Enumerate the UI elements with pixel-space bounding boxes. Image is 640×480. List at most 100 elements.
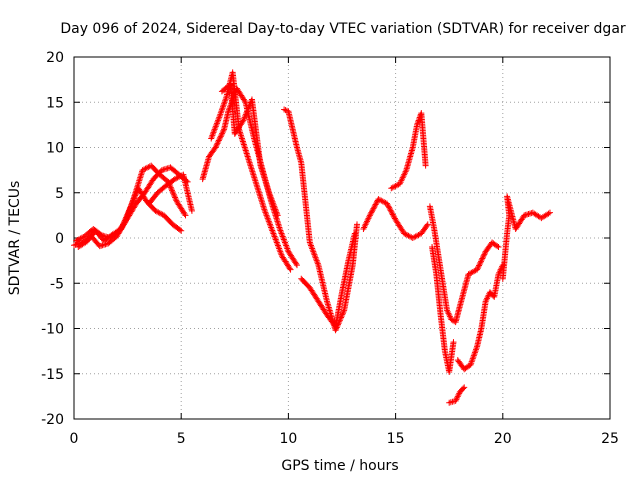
data-point: [129, 198, 136, 205]
data-point: [178, 227, 185, 234]
data-point: [390, 212, 397, 219]
series-trace-m: [429, 244, 457, 375]
data-point: [176, 226, 183, 233]
data-point: [240, 117, 247, 124]
y-tick-label: 20: [46, 50, 64, 66]
data-point: [171, 193, 178, 200]
data-point: [340, 308, 347, 315]
grid-lines: [74, 57, 610, 419]
data-point: [476, 261, 483, 268]
data-point: [373, 200, 380, 207]
data-point: [422, 162, 429, 169]
series-trace-i: [298, 230, 358, 330]
data-point: [216, 136, 223, 143]
series-trace-n: [446, 384, 468, 406]
data-point: [424, 221, 431, 228]
data-point: [132, 192, 139, 199]
data-point: [286, 265, 293, 272]
series-trace-h: [281, 106, 361, 334]
data-point: [414, 120, 421, 127]
data-point: [169, 188, 176, 195]
y-tick-label: -10: [41, 322, 64, 338]
data-point: [450, 339, 457, 346]
series-trace-c: [73, 164, 191, 244]
data-point: [219, 129, 226, 136]
data-point: [131, 194, 138, 201]
x-tick-label: 5: [177, 431, 186, 447]
data-point: [242, 111, 249, 118]
data-point: [215, 137, 222, 144]
data-point: [545, 210, 552, 217]
data-point: [243, 109, 250, 116]
data-point: [389, 210, 396, 217]
data-point: [287, 266, 294, 273]
data-point: [474, 265, 481, 272]
x-axis-label: GPS time / hours: [281, 458, 398, 474]
data-point: [173, 197, 180, 204]
data-point: [384, 200, 391, 207]
data-point: [172, 195, 179, 202]
data-point: [131, 195, 138, 202]
data-point: [387, 207, 394, 214]
data-point: [495, 244, 502, 251]
data-point: [293, 260, 300, 267]
data-point: [384, 201, 391, 208]
data-point: [212, 144, 219, 151]
data-point: [182, 212, 189, 219]
data-point: [241, 114, 248, 121]
data-point: [354, 221, 361, 228]
series-trace-d: [146, 171, 195, 214]
series-trace-e: [199, 85, 300, 269]
y-axis: -20 -15 -10 -5 0 5 10 15 20: [41, 50, 610, 428]
data-point: [475, 263, 482, 270]
data-point: [372, 201, 379, 208]
data-point: [168, 186, 175, 193]
data-point: [129, 200, 136, 207]
data-point: [170, 190, 177, 197]
y-tick-label: -15: [41, 367, 64, 383]
series-trace-o: [454, 262, 506, 373]
data-point: [480, 254, 487, 261]
data-point: [213, 141, 220, 148]
data-point: [242, 112, 249, 119]
data-point: [477, 259, 484, 266]
data-point: [339, 310, 346, 317]
data-point: [220, 127, 227, 134]
data-point: [389, 211, 396, 218]
data-point: [369, 206, 376, 213]
data-point: [391, 214, 398, 221]
data-point: [546, 209, 553, 216]
series-trace-j: [360, 196, 431, 241]
data-point: [388, 208, 395, 215]
data-point: [371, 204, 378, 211]
series-trace-l: [426, 203, 502, 326]
series-trace-g: [218, 81, 281, 219]
x-tick-label: 25: [601, 431, 619, 447]
x-tick-label: 15: [387, 431, 405, 447]
x-tick-label: 0: [70, 431, 79, 447]
data-points: [71, 69, 553, 406]
data-point: [130, 197, 137, 204]
y-tick-label: 5: [55, 186, 64, 202]
data-point: [415, 118, 422, 125]
data-point: [479, 255, 486, 262]
y-tick-label: -20: [41, 412, 64, 428]
data-point: [282, 107, 289, 114]
data-point: [386, 206, 393, 213]
data-point: [132, 191, 139, 198]
y-tick-label: 0: [55, 231, 64, 247]
data-point: [217, 133, 224, 140]
data-point: [494, 243, 501, 250]
data-point: [215, 138, 222, 145]
data-point: [386, 204, 393, 211]
data-point: [241, 97, 248, 104]
x-tick-label: 10: [279, 431, 297, 447]
data-point: [415, 117, 422, 124]
data-point: [245, 105, 252, 112]
data-point: [239, 118, 246, 125]
data-point: [478, 258, 485, 265]
data-point: [240, 115, 247, 122]
data-point: [172, 194, 179, 201]
data-point: [385, 203, 392, 210]
data-point: [274, 212, 281, 219]
